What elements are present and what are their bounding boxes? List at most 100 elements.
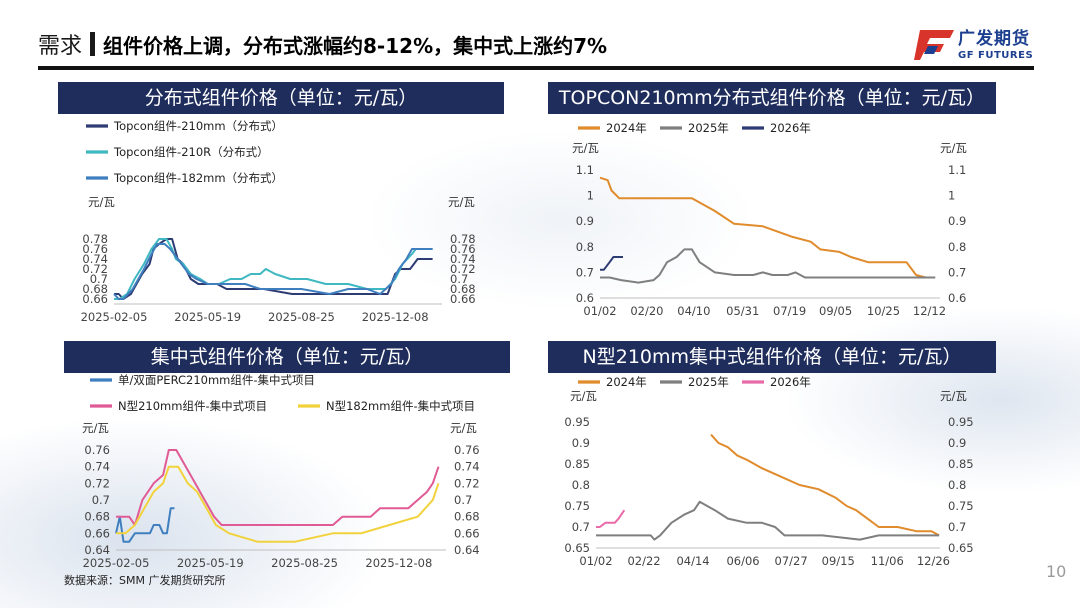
y-tick-label-left: 0.8 xyxy=(572,478,590,492)
y-tick-label-right: 0.64 xyxy=(454,543,480,557)
y-unit-right: 元/瓦 xyxy=(448,195,475,209)
y-unit-left: 元/瓦 xyxy=(82,421,109,435)
x-tick-label: 12/12 xyxy=(913,304,946,318)
y-tick-label-right: 0.78 xyxy=(450,232,476,246)
y-tick-label-right: 0.72 xyxy=(450,262,476,276)
x-tick-label: 09/15 xyxy=(822,554,855,568)
y-tick-label-left: 0.66 xyxy=(82,292,108,306)
legend-label: 2026年 xyxy=(770,375,811,389)
legend-item: Topcon组件-210R（分布式） xyxy=(86,145,269,159)
legend-item: Topcon组件-182mm（分布式） xyxy=(86,171,283,185)
x-tick-label: 2025-08-25 xyxy=(271,556,338,570)
y-tick-label-left: 0.8 xyxy=(576,240,594,254)
y-unit-left: 元/瓦 xyxy=(570,389,597,403)
y-tick-label-left: 0.7 xyxy=(90,272,108,286)
legend-label: Topcon组件-182mm（分布式） xyxy=(113,171,283,185)
legend-item: N型210mm组件-集中式项目 xyxy=(90,399,267,413)
x-tick-label: 2025-08-25 xyxy=(268,310,335,324)
x-tick-label: 05/31 xyxy=(726,304,759,318)
y-tick-label-right: 0.6 xyxy=(948,291,966,305)
y-tick-label-left: 0.85 xyxy=(564,457,590,471)
y-tick-label-right: 0.68 xyxy=(450,282,476,296)
gf-logo-text: 广发期货 GF FUTURES xyxy=(958,24,1033,61)
y-tick-label-right: 0.7 xyxy=(948,265,966,279)
y-tick-label-right: 0.9 xyxy=(948,436,966,450)
x-tick-label: 2025-05-19 xyxy=(177,556,244,570)
series-line xyxy=(600,256,623,271)
y-tick-label-left: 0.9 xyxy=(572,436,590,450)
series-line xyxy=(116,465,440,543)
y-tick-label-left: 0.68 xyxy=(82,282,108,296)
x-tick-label: 2025-02-05 xyxy=(83,556,150,570)
legend-label: 2024年 xyxy=(606,121,647,135)
x-tick-label: 02/20 xyxy=(630,304,663,318)
y-tick-label-left: 0.7 xyxy=(576,265,594,279)
y-tick-label-left: 0.65 xyxy=(564,541,590,555)
legend-label: 2025年 xyxy=(688,375,729,389)
y-tick-label-left: 0.76 xyxy=(82,242,108,256)
data-source: 数据来源：SMM 广发期货研究所 xyxy=(64,574,226,587)
y-tick-label-left: 0.74 xyxy=(84,460,110,474)
headline: 组件价格上调，分布式涨幅约8-12%，集中式上涨约7% xyxy=(103,33,608,58)
y-tick-label-left: 0.7 xyxy=(92,493,110,507)
legend-item: 2024年 xyxy=(578,121,647,135)
chart-centralized-prices: 单/双面PERC210mm组件-集中式项目 N型210mm组件-集中式项目 N型18… xyxy=(82,373,480,570)
x-tick-label: 2025-02-05 xyxy=(81,310,148,324)
y-tick-label-right: 0.8 xyxy=(948,478,966,492)
y-tick-label-right: 0.9 xyxy=(948,214,966,228)
y-tick-label-right: 0.66 xyxy=(450,292,476,306)
legend-label: Topcon组件-210mm（分布式） xyxy=(113,119,283,133)
series-line xyxy=(596,500,940,541)
y-tick-label-left: 0.6 xyxy=(576,291,594,305)
legend-item: 2026年 xyxy=(742,375,811,389)
legend-label: 2026年 xyxy=(770,121,811,135)
legend-label: N型182mm组件-集中式项目 xyxy=(326,399,475,413)
y-unit-right: 元/瓦 xyxy=(450,421,477,435)
y-tick-label-right: 0.66 xyxy=(454,526,480,540)
series-line xyxy=(600,248,936,284)
y-tick-label-left: 0.72 xyxy=(82,262,108,276)
y-unit-left: 元/瓦 xyxy=(88,195,115,209)
legend-label: N型210mm组件-集中式项目 xyxy=(118,399,267,413)
x-tick-label: 01/02 xyxy=(583,304,616,318)
logo-cn: 广发期货 xyxy=(958,29,1030,49)
chart-legend: Topcon组件-210mm（分布式） Topcon组件-210R（分布式） Top… xyxy=(86,119,283,185)
y-tick-label-right: 0.85 xyxy=(948,457,974,471)
y-tick-label-right: 0.7 xyxy=(450,272,468,286)
y-tick-label-left: 0.66 xyxy=(84,526,110,540)
y-tick-label-right: 0.65 xyxy=(948,541,974,555)
y-tick-label-left: 1 xyxy=(587,189,594,203)
slide-header: 需求 组件价格上调，分布式涨幅约8-12%，集中式上涨约7% 广发期货 GF F… xyxy=(0,0,1080,70)
x-tick-label: 02/22 xyxy=(627,554,660,568)
y-tick-label-right: 0.76 xyxy=(450,242,476,256)
x-tick-label: 01/02 xyxy=(579,554,612,568)
y-tick-label-right: 0.76 xyxy=(454,443,480,457)
logo-en: GF FUTURES xyxy=(958,50,1034,61)
x-tick-label: 11/06 xyxy=(871,554,904,568)
legend-item: Topcon组件-210mm（分布式） xyxy=(86,119,283,133)
y-tick-label-right: 0.95 xyxy=(948,415,974,429)
chart-legend: 2024年 2025年 2026年 xyxy=(578,121,811,135)
y-unit-left: 元/瓦 xyxy=(572,141,599,155)
page-number: 10 xyxy=(1046,562,1067,581)
series-line xyxy=(710,433,940,537)
x-tick-label: 07/19 xyxy=(773,304,806,318)
y-tick-label-left: 0.78 xyxy=(82,232,108,246)
y-tick-label-left: 0.72 xyxy=(84,476,110,490)
series-line xyxy=(599,176,936,279)
y-tick-label-left: 0.95 xyxy=(564,415,590,429)
legend-label: 2025年 xyxy=(688,121,729,135)
panel-title-centralized: 集中式组件价格（单位：元/瓦） xyxy=(64,341,510,373)
panel-title-distributed: 分布式组件价格（单位：元/瓦） xyxy=(58,82,504,114)
x-tick-label: 12/26 xyxy=(917,554,950,568)
y-tick-label-right: 0.7 xyxy=(948,520,966,534)
x-tick-label: 04/14 xyxy=(676,554,709,568)
legend-label: 2024年 xyxy=(606,375,647,389)
section-category: 需求 xyxy=(38,34,83,59)
gf-logo-icon xyxy=(914,30,954,60)
x-tick-label: 10/25 xyxy=(867,304,900,318)
y-tick-label-left: 0.9 xyxy=(576,214,594,228)
legend-item: N型182mm组件-集中式项目 xyxy=(298,399,475,413)
